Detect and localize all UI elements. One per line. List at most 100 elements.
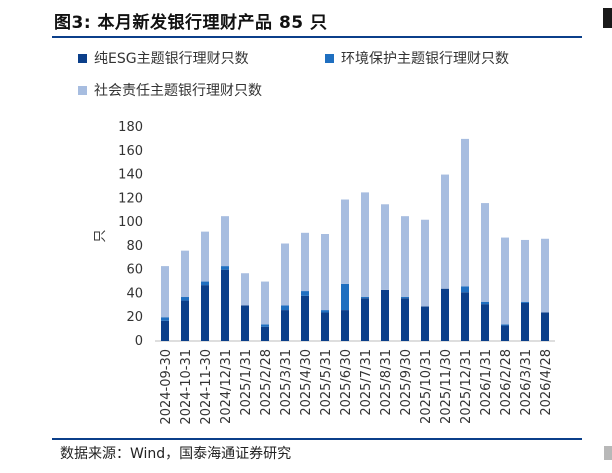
bar-segment-social (181, 250, 189, 298)
bar-segment-esg (461, 292, 469, 341)
bar-segment-esg (281, 310, 289, 341)
bar-segment-env (301, 291, 309, 296)
page-edge-mark-bottom (604, 446, 612, 460)
bar-segment-social (201, 231, 209, 282)
x-tick-label: 2025/1/31 (239, 349, 254, 416)
title-bar: 图3: 本月新发银行理财产品 85 只 (52, 2, 582, 38)
legend-item-esg: 纯ESG主题银行理财只数 (78, 48, 249, 68)
page-edge-mark (603, 8, 612, 28)
y-tick-label: 60 (126, 263, 143, 278)
y-tick-label: 40 (126, 286, 143, 301)
bar-segment-env (521, 301, 529, 303)
bar-segment-esg (321, 312, 329, 341)
bar-segment-social (261, 281, 269, 325)
bar-segment-env (461, 286, 469, 293)
bar-segment-social (241, 273, 249, 306)
bar-segment-esg (361, 298, 369, 341)
legend-swatch-social (78, 85, 87, 95)
legend-swatch-env (325, 53, 334, 63)
bar-segment-social (321, 234, 329, 311)
bar-segment-esg (401, 298, 409, 341)
bar-segment-esg (241, 305, 249, 341)
bar-segment-esg (161, 320, 169, 341)
bar-segment-esg (301, 295, 309, 341)
bar-segment-social (481, 203, 489, 302)
bar-segment-env (361, 297, 369, 299)
y-tick-label: 160 (118, 144, 143, 159)
bar-segment-social (161, 266, 169, 318)
x-tick-label: 2025/12/31 (459, 349, 474, 424)
bar-segment-env (481, 301, 489, 305)
x-tick-label: 2025/10/31 (419, 349, 434, 424)
y-tick-label: 100 (118, 215, 143, 230)
x-tick-label: 2024-11-30 (199, 349, 214, 425)
y-tick-label: 0 (135, 334, 143, 349)
bar-segment-env (261, 324, 269, 327)
bar-segment-social (281, 243, 289, 306)
y-tick-label: 120 (118, 191, 143, 206)
bar-segment-social (441, 174, 449, 289)
legend-item-social: 社会责任主题银行理财只数 (78, 80, 262, 100)
bar-segment-esg (181, 300, 189, 341)
bar-segment-esg (481, 304, 489, 341)
legend-label-esg: 纯ESG主题银行理财只数 (94, 51, 249, 67)
x-tick-label: 2025/3/31 (279, 349, 294, 416)
x-tick-label: 2025/9/30 (399, 349, 414, 416)
bar-segment-social (501, 237, 509, 325)
y-axis-label: 只 (93, 229, 108, 242)
bar-segment-social (521, 239, 529, 302)
y-tick-label: 140 (118, 168, 143, 183)
legend-swatch-esg (78, 53, 87, 63)
bar-segment-social (541, 238, 549, 313)
bar-segment-env (401, 297, 409, 299)
x-tick-label: 2024-09-30 (159, 349, 174, 425)
x-tick-label: 2025/5/31 (319, 349, 334, 416)
bar-segment-social (381, 204, 389, 290)
bar-segment-esg (541, 312, 549, 341)
x-tick-label: 2026/3/31 (519, 349, 534, 416)
x-tick-label: 2026/4/28 (539, 349, 554, 416)
x-tick-label: 2024/12/31 (219, 349, 234, 424)
x-tick-label: 2026/1/31 (479, 349, 494, 416)
bar-segment-social (421, 219, 429, 307)
bar-segment-esg (341, 310, 349, 341)
bar-segment-env (201, 281, 209, 286)
x-tick-label: 2025/8/31 (379, 349, 394, 416)
source-rule (52, 438, 582, 440)
x-tick-label: 2025/11/30 (439, 349, 454, 424)
bar-segment-social (341, 199, 349, 284)
source-note: 数据来源：Wind，国泰海通证券研究 (60, 446, 292, 462)
bar-segment-social (401, 216, 409, 298)
bar-segment-env (161, 317, 169, 321)
y-tick-label: 80 (126, 239, 143, 254)
x-tick-label: 2025/2/28 (259, 349, 274, 416)
y-tick-label: 20 (126, 310, 143, 325)
bar-segment-esg (501, 325, 509, 341)
bar-segment-esg (521, 302, 529, 341)
bar-segment-env (321, 310, 329, 313)
x-tick-label: 2026/2/28 (499, 349, 514, 416)
legend-label-env: 环境保护主题银行理财只数 (341, 51, 509, 67)
bar-segment-social (361, 192, 369, 298)
bar-segment-esg (381, 289, 389, 341)
bar-segment-env (181, 297, 189, 301)
x-tick-label: 2024-10-31 (179, 349, 194, 425)
bar-segment-env (341, 283, 349, 311)
bar-segment-social (221, 216, 229, 267)
x-tick-label: 2025/4/30 (299, 349, 314, 416)
x-tick-label: 2025/6/30 (339, 349, 354, 416)
y-tick-label: 180 (118, 120, 143, 135)
bar-segment-esg (421, 306, 429, 341)
chart-title: 图3: 本月新发银行理财产品 85 只 (54, 13, 328, 33)
bar-segment-social (461, 138, 469, 287)
bar-segment-esg (441, 288, 449, 341)
bar-segment-esg (221, 269, 229, 341)
legend-label-social: 社会责任主题银行理财只数 (94, 83, 262, 99)
bar-segment-env (281, 305, 289, 311)
x-tick-label: 2025/7/31 (359, 349, 374, 416)
bar-segment-esg (201, 285, 209, 341)
legend-item-env: 环境保护主题银行理财只数 (325, 48, 509, 68)
bar-segment-env (501, 324, 509, 326)
bar-segment-env (221, 266, 229, 270)
